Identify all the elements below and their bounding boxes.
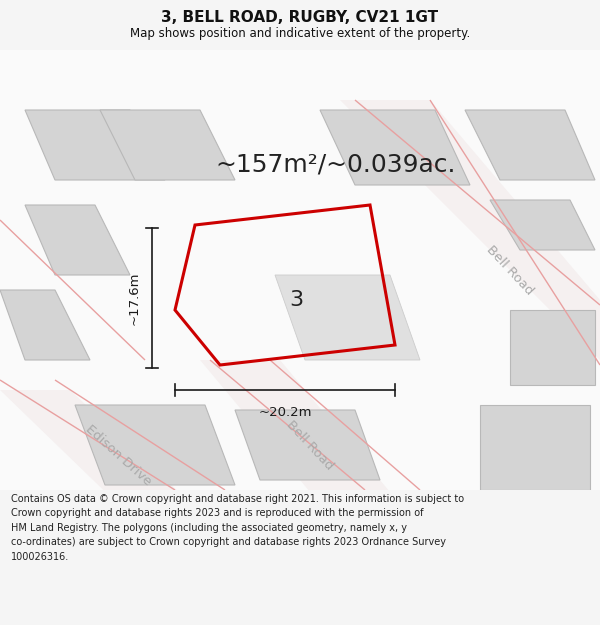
- Text: ~20.2m: ~20.2m: [258, 406, 312, 419]
- Text: Bell Road: Bell Road: [484, 242, 536, 298]
- Polygon shape: [235, 410, 380, 480]
- Text: Contains OS data © Crown copyright and database right 2021. This information is : Contains OS data © Crown copyright and d…: [11, 494, 464, 562]
- Text: Map shows position and indicative extent of the property.: Map shows position and indicative extent…: [130, 27, 470, 40]
- Polygon shape: [510, 310, 595, 385]
- Polygon shape: [0, 290, 90, 360]
- Polygon shape: [75, 405, 235, 485]
- Polygon shape: [480, 405, 590, 490]
- Polygon shape: [490, 200, 595, 250]
- Polygon shape: [100, 110, 235, 180]
- Polygon shape: [0, 390, 230, 540]
- Polygon shape: [25, 205, 130, 275]
- Polygon shape: [465, 110, 595, 180]
- Text: Bell Road: Bell Road: [284, 418, 336, 472]
- Text: Edison Drive: Edison Drive: [83, 422, 154, 488]
- Text: ~157m²/~0.039ac.: ~157m²/~0.039ac.: [215, 153, 455, 177]
- Text: ~17.6m: ~17.6m: [128, 271, 140, 325]
- Text: 3, BELL ROAD, RUGBY, CV21 1GT: 3, BELL ROAD, RUGBY, CV21 1GT: [161, 10, 439, 25]
- Polygon shape: [275, 275, 420, 360]
- Polygon shape: [320, 110, 470, 185]
- Polygon shape: [200, 360, 430, 540]
- Text: 3: 3: [289, 290, 303, 310]
- Polygon shape: [340, 100, 600, 360]
- Polygon shape: [25, 110, 165, 180]
